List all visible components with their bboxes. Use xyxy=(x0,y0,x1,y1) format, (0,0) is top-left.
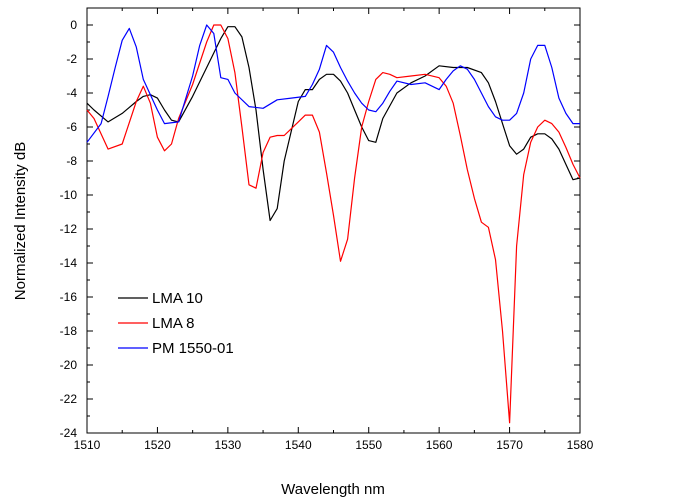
x-tick-label: 1560 xyxy=(426,438,453,452)
y-tick-label: 0 xyxy=(70,18,77,32)
x-tick-label: 1570 xyxy=(496,438,523,452)
y-tick-label: -2 xyxy=(66,52,77,66)
legend: LMA 10 LMA 8 PM 1550-01 xyxy=(118,290,234,357)
series-layer xyxy=(86,24,581,424)
series-line-2 xyxy=(86,24,581,424)
y-tick-label: -8 xyxy=(66,154,77,168)
series-line-1 xyxy=(86,26,581,222)
x-tick-label: 1580 xyxy=(567,438,594,452)
y-tick-label: -6 xyxy=(66,120,77,134)
x-axis: 1510 1520 1530 1540 1550 1560 1570 1580 xyxy=(74,8,594,452)
y-tick-label: -20 xyxy=(60,358,78,372)
y-tick-label: -22 xyxy=(60,392,78,406)
x-tick-label: 1540 xyxy=(285,438,312,452)
y-tick-label: -14 xyxy=(60,256,78,270)
x-tick-label: 1510 xyxy=(74,438,101,452)
y-axis-title: Normalized Intensity dB xyxy=(12,142,29,300)
y-tick-label: -24 xyxy=(60,426,78,440)
y-axis: 0 -2 -4 -6 -8 -10 -12 -14 -16 -18 -20 -22 -24 xyxy=(60,7,580,440)
x-axis-title: Wavelength nm xyxy=(281,481,385,498)
legend-label: LMA 10 xyxy=(152,290,203,307)
x-tick-label: 1530 xyxy=(215,438,242,452)
y-tick-label: -4 xyxy=(66,86,77,100)
x-tick-label: 1520 xyxy=(144,438,171,452)
series-line-3 xyxy=(86,24,580,143)
y-tick-label: -16 xyxy=(60,290,78,304)
y-tick-label: -12 xyxy=(60,222,78,236)
legend-label: LMA 8 xyxy=(152,315,195,332)
legend-label: PM 1550-01 xyxy=(152,340,234,357)
y-tick-label: -10 xyxy=(60,188,78,202)
y-tick-label: -18 xyxy=(60,324,78,338)
x-tick-label: 1550 xyxy=(355,438,382,452)
